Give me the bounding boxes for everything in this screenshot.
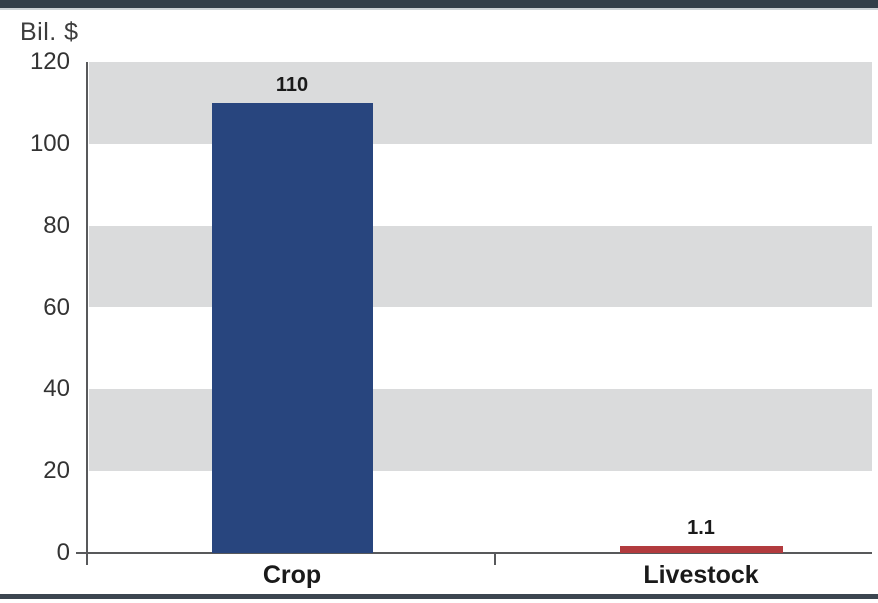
- y-tick-label: 120: [29, 48, 70, 75]
- y-tick-label: 60: [43, 293, 70, 321]
- y-tick-label: 40: [43, 375, 70, 403]
- bar-value-label: 110: [275, 73, 309, 96]
- y-tick-label: 0: [56, 539, 70, 566]
- x-axis-line: [76, 552, 872, 554]
- top-border-bar: [0, 0, 878, 10]
- bar-crop: [211, 102, 373, 553]
- x-category-label: Crop: [262, 561, 322, 589]
- y-tick-label: 20: [43, 457, 70, 485]
- y-tick-label: 100: [29, 129, 70, 157]
- y-axis-line: [86, 62, 88, 565]
- grid-band: [89, 389, 872, 472]
- y-axis-unit-label: Bil. $: [20, 18, 79, 46]
- grid-band: [89, 62, 872, 144]
- bar-livestock: [619, 546, 783, 553]
- bar-value-label: 1.1: [687, 517, 715, 539]
- bottom-border-bar: [0, 594, 878, 599]
- grid-band: [89, 225, 872, 308]
- y-tick-label: 80: [43, 211, 70, 239]
- x-axis-category-tick: [494, 552, 496, 565]
- x-category-label: Livestock: [643, 561, 759, 589]
